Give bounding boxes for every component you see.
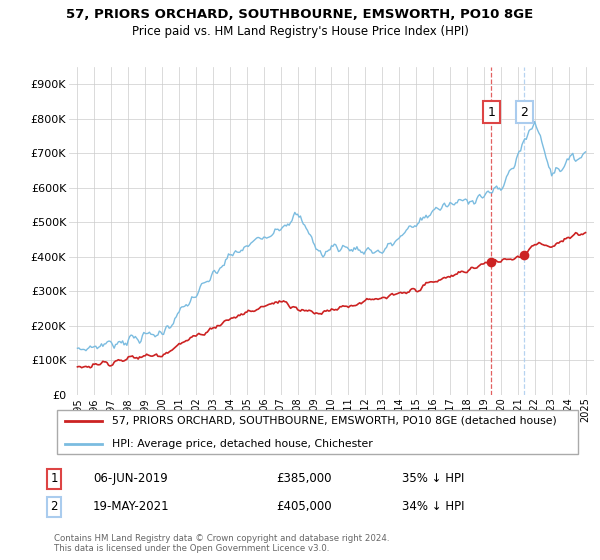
Text: HPI: Average price, detached house, Chichester: HPI: Average price, detached house, Chic…: [112, 439, 373, 449]
Text: Price paid vs. HM Land Registry's House Price Index (HPI): Price paid vs. HM Land Registry's House …: [131, 25, 469, 38]
Text: 2: 2: [50, 500, 58, 514]
Text: Contains HM Land Registry data © Crown copyright and database right 2024.
This d: Contains HM Land Registry data © Crown c…: [54, 534, 389, 553]
Text: 1: 1: [487, 105, 495, 119]
Text: 1: 1: [50, 472, 58, 486]
Text: 06-JUN-2019: 06-JUN-2019: [93, 472, 168, 486]
Text: 57, PRIORS ORCHARD, SOUTHBOURNE, EMSWORTH, PO10 8GE: 57, PRIORS ORCHARD, SOUTHBOURNE, EMSWORT…: [67, 8, 533, 21]
Text: 57, PRIORS ORCHARD, SOUTHBOURNE, EMSWORTH, PO10 8GE (detached house): 57, PRIORS ORCHARD, SOUTHBOURNE, EMSWORT…: [112, 416, 557, 426]
Text: 2: 2: [520, 105, 528, 119]
Text: 35% ↓ HPI: 35% ↓ HPI: [402, 472, 464, 486]
FancyBboxPatch shape: [56, 409, 578, 454]
Text: 19-MAY-2021: 19-MAY-2021: [93, 500, 170, 514]
Text: 34% ↓ HPI: 34% ↓ HPI: [402, 500, 464, 514]
Text: £385,000: £385,000: [276, 472, 331, 486]
Text: £405,000: £405,000: [276, 500, 332, 514]
